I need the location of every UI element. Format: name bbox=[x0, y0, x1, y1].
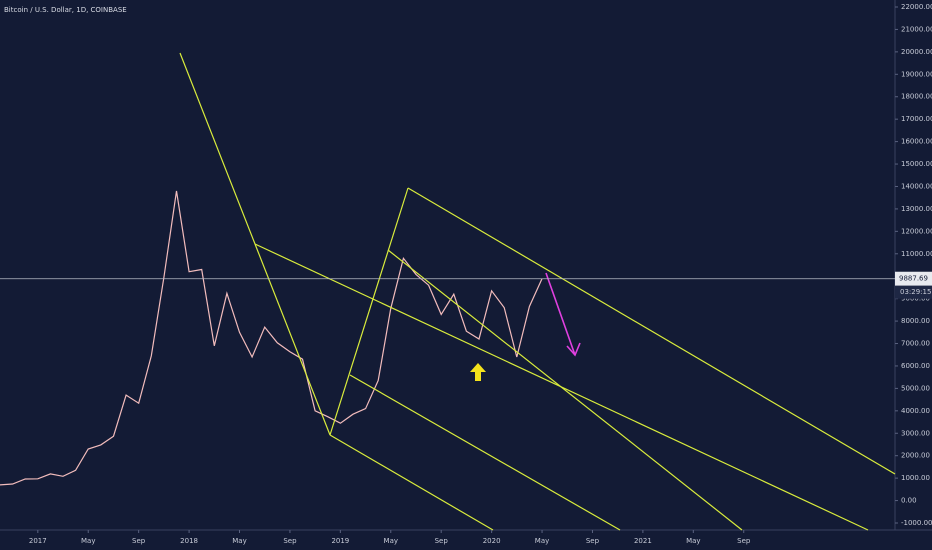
channel-line bbox=[329, 434, 494, 531]
x-tick-label: 2020 bbox=[483, 537, 501, 545]
y-tick-label: 17000.00 bbox=[901, 115, 932, 123]
arrow-head bbox=[566, 342, 581, 357]
x-tick-label: May bbox=[384, 537, 398, 545]
x-tick-label: Sep bbox=[435, 537, 449, 545]
y-tick-label: 6000.00 bbox=[901, 362, 930, 370]
x-tick-label: Sep bbox=[586, 537, 600, 545]
countdown-label: 03:29:15 bbox=[900, 288, 931, 296]
x-tick-label: May bbox=[686, 537, 700, 545]
chart-title: Bitcoin / U.S. Dollar, 1D, COINBASE bbox=[4, 6, 127, 14]
y-tick-label: 19000.00 bbox=[901, 70, 932, 78]
trend-line bbox=[329, 187, 409, 436]
y-tick-label: 13000.00 bbox=[901, 205, 932, 213]
up-arrow bbox=[470, 363, 486, 381]
y-tick-label: 21000.00 bbox=[901, 25, 932, 33]
last-price-box bbox=[895, 271, 932, 286]
x-tick-label: Sep bbox=[737, 537, 751, 545]
y-tick-label: 0.00 bbox=[901, 497, 917, 505]
channel-line bbox=[387, 249, 743, 531]
arrow-shaft bbox=[545, 272, 576, 356]
x-tick-label: 2021 bbox=[634, 537, 652, 545]
x-tick-label: 2018 bbox=[180, 537, 198, 545]
x-tick-label: May bbox=[535, 537, 549, 545]
y-tick-label: 1000.00 bbox=[901, 474, 930, 482]
x-tick-label: 2019 bbox=[331, 537, 349, 545]
y-tick-label: 16000.00 bbox=[901, 138, 932, 146]
y-tick-label: 12000.00 bbox=[901, 227, 932, 235]
y-tick-label: 5000.00 bbox=[901, 384, 930, 392]
x-tick-label: May bbox=[81, 537, 95, 545]
y-tick-label: 15000.00 bbox=[901, 160, 932, 168]
x-tick-label: 2017 bbox=[29, 537, 47, 545]
y-tick-label: 4000.00 bbox=[901, 407, 930, 415]
channel-line bbox=[407, 187, 896, 475]
countdown-box bbox=[895, 285, 932, 299]
x-tick-label: May bbox=[232, 537, 246, 545]
plot-area bbox=[0, 190, 543, 486]
price-line bbox=[0, 190, 543, 486]
y-tick-label: 7000.00 bbox=[901, 340, 930, 348]
y-tick-label: -1000.00 bbox=[901, 519, 932, 527]
y-tick-label: 20000.00 bbox=[901, 48, 932, 56]
y-tick-label: 18000.00 bbox=[901, 93, 932, 101]
y-tick-label: 3000.00 bbox=[901, 429, 930, 437]
x-tick-label: Sep bbox=[132, 537, 146, 545]
channel-line bbox=[349, 374, 621, 531]
last-price-label: 9887.69 bbox=[899, 275, 928, 283]
x-tick-label: Sep bbox=[283, 537, 297, 545]
y-tick-label: 22000.00 bbox=[901, 3, 932, 11]
drawings bbox=[179, 52, 896, 531]
y-tick-label: 2000.00 bbox=[901, 452, 930, 460]
magenta-arrow bbox=[545, 272, 581, 357]
y-tick-label: 11000.00 bbox=[901, 250, 932, 258]
y-tick-label: 8000.00 bbox=[901, 317, 930, 325]
y-tick-label: 14000.00 bbox=[901, 182, 932, 190]
